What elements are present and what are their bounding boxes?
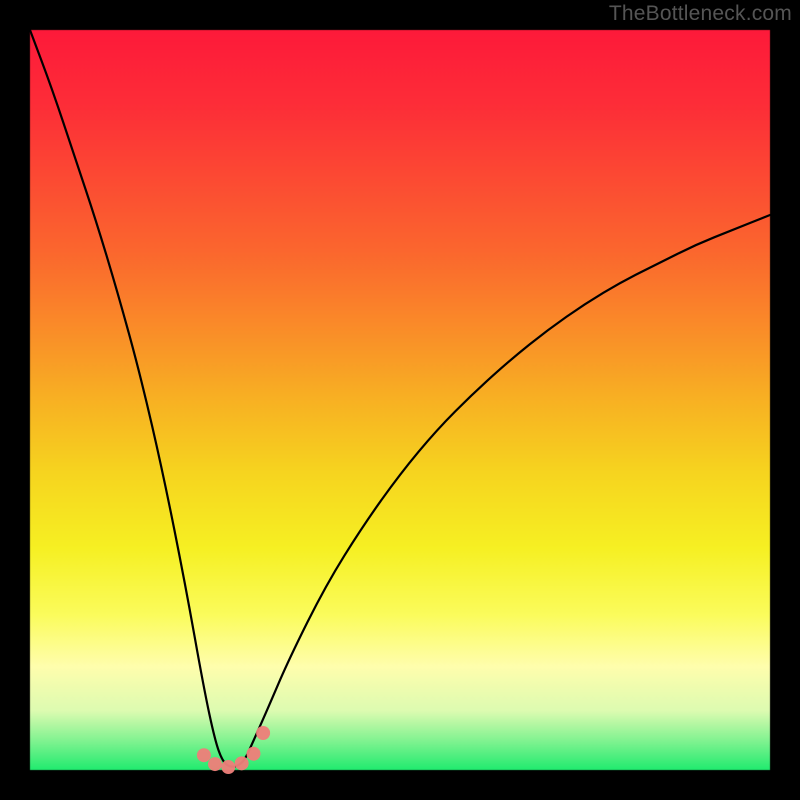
gradient-background-canvas — [0, 0, 800, 800]
bottleneck-chart-root: TheBottleneck.com — [0, 0, 800, 800]
watermark-text: TheBottleneck.com — [609, 2, 792, 26]
